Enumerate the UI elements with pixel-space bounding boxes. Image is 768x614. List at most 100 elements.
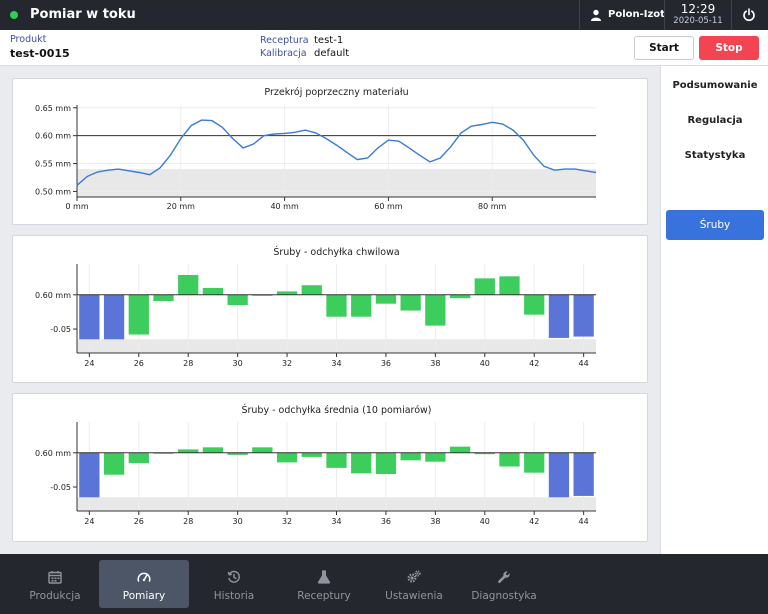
recipe-label: Receptura xyxy=(260,35,309,46)
x-tick-label: 44 xyxy=(579,359,589,368)
y-tick-label: 0.60 mm xyxy=(35,291,71,300)
product-info-bar: Produkt test-0015 Receptura test-1 Kalib… xyxy=(0,30,768,66)
nav-label: Produkcja xyxy=(29,590,81,602)
stop-button[interactable]: Stop xyxy=(699,36,759,60)
x-tick-label: 80 mm xyxy=(478,202,507,211)
bar-screw-32 xyxy=(276,452,298,463)
bar-screw-36 xyxy=(375,452,397,475)
x-tick-label: 32 xyxy=(282,517,292,526)
bar-screw-35 xyxy=(351,294,372,317)
clock-time: 12:29 xyxy=(680,2,716,16)
nav-label: Diagnostyka xyxy=(471,590,537,602)
x-tick-label: 34 xyxy=(331,517,341,526)
bar-screw-39 xyxy=(449,294,471,299)
bar-screw-40 xyxy=(474,452,495,455)
start-button[interactable]: Start xyxy=(634,36,694,60)
gauge-icon xyxy=(137,572,151,582)
bar-screw-33 xyxy=(301,452,322,457)
bar-screw-30 xyxy=(227,294,248,306)
sidebar-item-summary[interactable]: Podsumowanie xyxy=(672,80,758,91)
calendar-icon xyxy=(48,571,62,584)
recipe-value: test-1 xyxy=(314,35,344,46)
x-tick-label: 0 mm xyxy=(65,202,88,211)
nav-label: Historia xyxy=(213,590,255,602)
x-tick-label: 36 xyxy=(381,517,391,526)
bar-screw-38 xyxy=(425,294,446,326)
bar-screw-39 xyxy=(449,446,471,453)
x-tick-label: 28 xyxy=(183,517,193,526)
cross-section-chart: Przekrój poprzeczny materiału 0.65 mm 0.60… xyxy=(35,87,597,211)
y-tick-label: 0.60 mm xyxy=(35,449,71,458)
bottom-navigation: Produkcja Pomiary Historia Receptury Ust… xyxy=(0,554,768,614)
nav-item-diagnostics[interactable]: Diagnostyka xyxy=(459,560,549,608)
calibration-value: default xyxy=(314,48,350,59)
bar-screw-24 xyxy=(79,294,100,340)
bar-screw-43 xyxy=(548,294,570,338)
nav-label: Ustawienia xyxy=(385,590,443,602)
x-tick-label: 26 xyxy=(134,359,144,368)
bar-screw-37 xyxy=(400,452,421,461)
divider xyxy=(579,0,580,30)
nav-item-settings[interactable]: Ustawienia xyxy=(369,560,459,608)
flask-icon xyxy=(317,570,331,584)
x-tick-label: 20 mm xyxy=(167,202,196,211)
bar-screw-28 xyxy=(178,449,199,453)
bar-screw-34 xyxy=(326,294,347,317)
bar-screw-36 xyxy=(375,294,397,304)
thickness-series-line xyxy=(76,119,597,186)
nav-label: Receptury xyxy=(297,590,351,602)
average-deviation-panel: Śruby - odchyłka średnia (10 pomiarów) 24… xyxy=(12,393,648,542)
sidebar-item-regulation[interactable]: Regulacja xyxy=(687,115,743,126)
bar-screw-40 xyxy=(474,278,495,295)
nav-item-production[interactable]: Produkcja xyxy=(10,560,100,608)
y-tick-label: 0.50 mm xyxy=(35,187,71,196)
x-tick-label: 40 mm xyxy=(270,202,299,211)
x-tick-label: 34 xyxy=(331,359,341,368)
calibration-label: Kalibracja xyxy=(260,48,307,59)
x-tick-label: 44 xyxy=(579,517,589,526)
status-indicator-icon xyxy=(10,11,18,19)
sidebar-item-screws[interactable]: Śruby xyxy=(666,210,764,240)
x-tick-label: 38 xyxy=(430,517,440,526)
bar-screw-37 xyxy=(400,294,421,311)
bar-screw-29 xyxy=(202,287,224,295)
x-tick-label: 24 xyxy=(84,517,94,526)
gears-icon xyxy=(407,570,421,583)
bar-screw-32 xyxy=(276,291,298,295)
average-deviation-chart: Śruby - odchyłka średnia (10 pomiarów) 24… xyxy=(35,404,596,526)
power-icon[interactable] xyxy=(742,8,756,22)
bar-screw-33 xyxy=(301,285,322,295)
chart-title: Śruby - odchyłka średnia (10 pomiarów) xyxy=(241,404,431,416)
x-tick-label: 26 xyxy=(134,517,144,526)
x-tick-label: 28 xyxy=(183,359,193,368)
tolerance-band xyxy=(77,169,596,197)
bar-screw-41 xyxy=(499,452,520,467)
bar-screw-38 xyxy=(425,452,446,462)
divider xyxy=(731,0,732,30)
history-icon xyxy=(227,570,240,583)
nav-item-history[interactable]: Historia xyxy=(189,560,279,608)
x-tick-label: 32 xyxy=(282,359,292,368)
nav-item-recipes[interactable]: Receptury xyxy=(279,560,369,608)
x-tick-label: 60 mm xyxy=(374,202,403,211)
bar-screw-35 xyxy=(351,452,372,474)
bar-screw-24 xyxy=(79,452,100,498)
bar-screw-34 xyxy=(326,452,347,468)
product-value: test-0015 xyxy=(10,47,70,60)
sidebar-item-statistics[interactable]: Statystyka xyxy=(684,150,746,161)
y-tick-label: -0.05 xyxy=(50,325,71,334)
x-tick-label: 30 xyxy=(233,517,243,526)
x-tick-label: 38 xyxy=(430,359,440,368)
instant-deviation-panel: Śruby - odchyłka chwilowa 24 26 28 30 32 34 36 3… xyxy=(12,235,648,383)
bar-screw-41 xyxy=(499,276,520,295)
bar-screw-30 xyxy=(227,452,248,455)
nav-item-measurements[interactable]: Pomiary xyxy=(99,560,189,608)
clock-date: 2020-05-11 xyxy=(673,16,723,26)
user-name[interactable]: Polon-Izot xyxy=(608,9,665,20)
page-title: Pomiar w toku xyxy=(30,7,136,22)
x-tick-label: 30 xyxy=(233,359,243,368)
bar-screw-25 xyxy=(103,452,125,475)
x-tick-label: 40 xyxy=(480,359,490,368)
chart-title: Śruby - odchyłka chwilowa xyxy=(273,246,399,258)
bar-screw-26 xyxy=(128,452,149,464)
